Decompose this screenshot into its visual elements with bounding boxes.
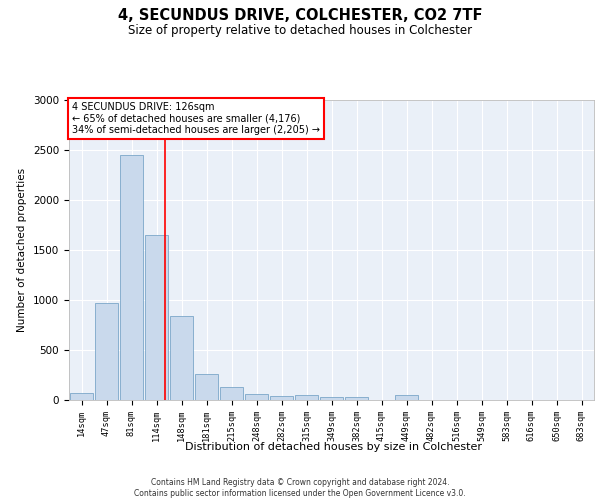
Bar — [345, 397, 368, 400]
Y-axis label: Number of detached properties: Number of detached properties — [17, 168, 28, 332]
Text: Distribution of detached houses by size in Colchester: Distribution of detached houses by size … — [185, 442, 482, 452]
Bar — [270, 396, 293, 400]
Bar — [195, 374, 218, 400]
Bar — [245, 394, 268, 400]
Bar — [395, 395, 418, 400]
Text: 4, SECUNDUS DRIVE, COLCHESTER, CO2 7TF: 4, SECUNDUS DRIVE, COLCHESTER, CO2 7TF — [118, 8, 482, 22]
Bar — [120, 155, 143, 400]
Text: Contains HM Land Registry data © Crown copyright and database right 2024.
Contai: Contains HM Land Registry data © Crown c… — [134, 478, 466, 498]
Bar — [220, 387, 243, 400]
Bar — [320, 396, 343, 400]
Bar — [170, 316, 193, 400]
Bar — [295, 394, 318, 400]
Text: Size of property relative to detached houses in Colchester: Size of property relative to detached ho… — [128, 24, 472, 37]
Bar — [95, 303, 118, 400]
Bar — [145, 235, 168, 400]
Text: 4 SECUNDUS DRIVE: 126sqm
← 65% of detached houses are smaller (4,176)
34% of sem: 4 SECUNDUS DRIVE: 126sqm ← 65% of detach… — [71, 102, 320, 134]
Bar — [70, 392, 93, 400]
